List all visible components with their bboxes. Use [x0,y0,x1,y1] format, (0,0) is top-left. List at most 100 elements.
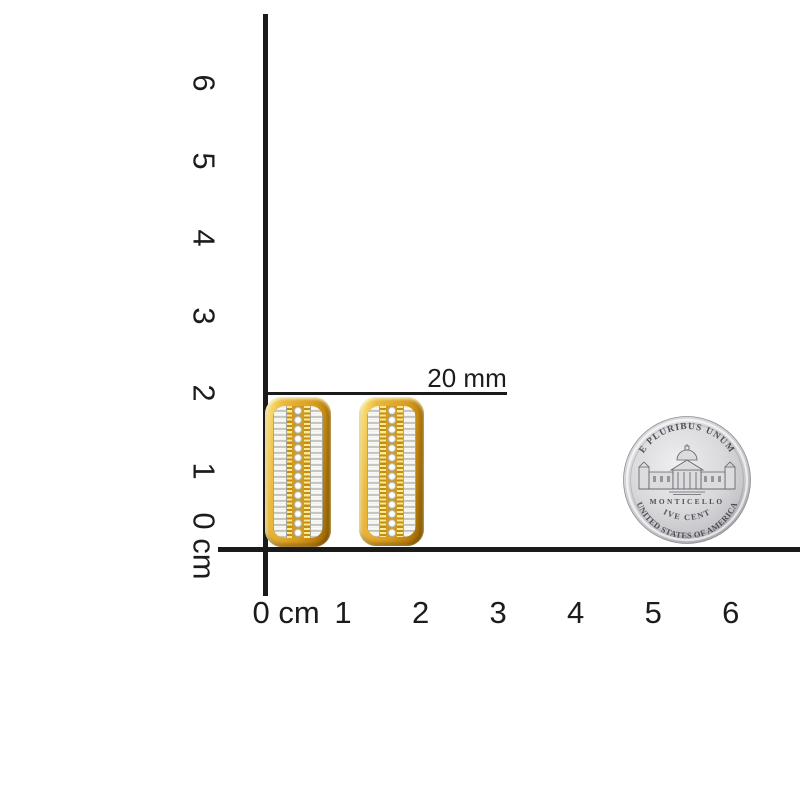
cm-tick [220,469,266,472]
cm-tick [220,314,266,317]
cm-tick [496,549,499,595]
mm-tick [357,549,360,570]
mm-tick [644,549,647,570]
mm-tick [434,549,437,570]
mm-tick [245,66,266,69]
mm-tick [245,283,266,286]
nickel-coin: E PLURIBUS UNUM MONTICELLO FIVE CENTS UN… [623,416,751,544]
cm-tick [264,549,267,595]
cm-tick [341,549,344,595]
mm-tick [245,221,266,224]
horizontal-ruler-label-0: 0 cm [252,595,320,630]
mm-tick [512,549,515,570]
mm-tick [520,549,523,570]
earring-right [359,397,424,546]
mm-tick [675,549,678,570]
mm-tick [245,268,266,271]
mm-tick [245,89,266,92]
mm-tick [303,549,306,580]
mm-tick [566,549,569,570]
mm-tick [659,549,662,570]
round-diamond-column [292,406,304,538]
cm-tick [220,392,266,395]
mm-tick [245,291,266,294]
horizontal-ruler-label-3: 3 [489,595,507,630]
mm-tick [245,105,266,108]
vertical-ruler-label-3: 3 [186,307,222,325]
mm-tick [737,549,740,570]
mm-tick [245,399,266,402]
mm-tick [551,549,554,570]
mm-tick [295,549,298,570]
cm-tick [220,159,266,162]
mm-tick [245,51,266,54]
mm-tick [245,260,266,263]
mm-tick [245,35,266,38]
mm-tick [245,493,266,496]
mm-tick [745,549,748,570]
mm-tick [245,368,266,371]
mm-tick [326,549,329,570]
mm-tick [683,549,686,570]
mm-tick [235,275,266,278]
mm-tick [245,438,266,441]
mm-tick [543,549,546,570]
mm-tick [245,58,266,61]
mm-tick [481,549,484,570]
vertical-ruler-label-2: 2 [186,384,222,403]
mm-tick [235,508,266,511]
coin-monticello-text: MONTICELLO [650,497,725,506]
mm-tick [245,244,266,247]
mm-tick [245,175,266,178]
mm-tick [396,549,399,570]
vertical-ruler-line [263,14,268,596]
mm-tick [760,549,763,570]
mm-tick [245,97,266,100]
horizontal-ruler-label-5: 5 [644,595,662,630]
mm-tick [365,549,368,570]
mm-tick [714,549,717,570]
cm-tick [729,549,732,595]
mm-tick [245,384,266,387]
mm-tick [245,74,266,77]
mm-tick [245,330,266,333]
mm-tick [245,136,266,139]
mm-tick [489,549,492,570]
baguette-diamond-column [273,406,287,538]
mm-tick [791,549,794,570]
horizontal-ruler-label-6: 6 [722,595,740,630]
mm-tick [349,549,352,570]
mm-tick [589,549,592,570]
monticello-building-icon [638,444,736,495]
mm-tick [245,516,266,519]
mm-tick [245,229,266,232]
mm-tick [245,485,266,488]
mm-tick [450,549,453,570]
mm-tick [442,549,445,570]
mm-tick [310,549,313,570]
cm-tick [419,549,422,595]
mm-tick [245,539,266,542]
mm-tick [245,128,266,131]
mm-tick [245,113,266,116]
mm-tick [245,213,266,216]
mm-tick [245,423,266,426]
vertical-ruler-label-5: 5 [186,152,222,170]
mm-tick [473,549,476,570]
mm-tick [527,549,530,570]
mm-tick [245,337,266,340]
mm-tick [245,206,266,209]
mm-tick [768,549,771,580]
mm-tick [235,353,266,356]
mm-tick [245,446,266,449]
baguette-diamond-column [309,406,323,538]
mm-tick [245,361,266,364]
cm-tick [574,549,577,595]
vertical-ruler-label-4: 4 [186,229,222,247]
mm-tick [698,549,701,570]
mm-tick [628,549,631,570]
mm-tick [318,549,321,570]
gold-bead-column [380,406,386,537]
mm-tick [235,43,266,46]
earring-diamond-panel [273,406,323,538]
